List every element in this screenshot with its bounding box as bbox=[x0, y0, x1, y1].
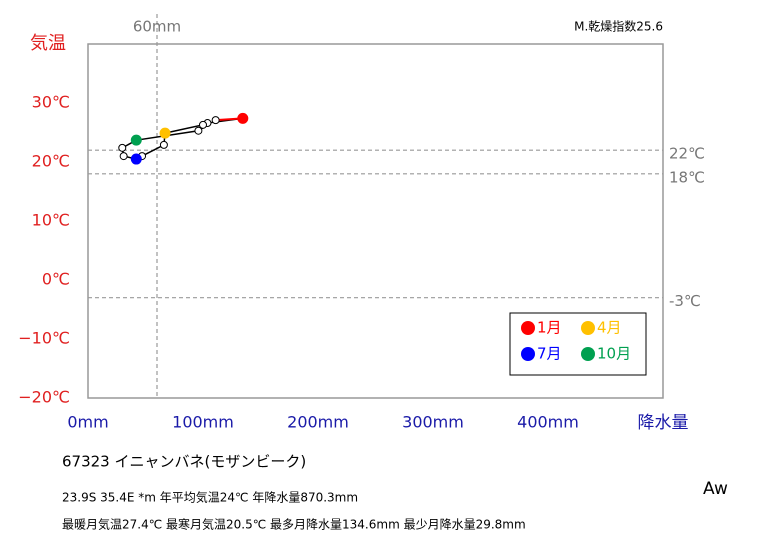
y-axis-title: 気温 bbox=[30, 33, 66, 54]
month-marker bbox=[237, 112, 249, 124]
month-point bbox=[211, 116, 220, 125]
month-point bbox=[194, 126, 203, 135]
legend-marker bbox=[521, 347, 535, 361]
y-tick-label: 20℃ bbox=[32, 152, 70, 171]
info-line: 最暖月気温27.4℃ 最寒月気温20.5℃ 最多月降水量134.6mm 最少月降… bbox=[62, 517, 526, 532]
plot-frame bbox=[87, 43, 664, 399]
legend-label: 1月 bbox=[537, 319, 562, 337]
month-marker bbox=[159, 127, 171, 139]
legend-label: 10月 bbox=[597, 345, 631, 363]
legend-label: 4月 bbox=[597, 319, 622, 337]
legend-label: 7月 bbox=[537, 345, 562, 363]
info-line: 23.9S 35.4E *m 年平均気温24℃ 年降水量870.3mm bbox=[62, 490, 358, 505]
y-tick-label: 0℃ bbox=[42, 270, 70, 289]
reference-label: 60mm bbox=[133, 18, 181, 36]
x-tick-label: 100mm bbox=[172, 413, 234, 432]
climate-class: Aw bbox=[703, 479, 728, 499]
legend-marker bbox=[581, 321, 595, 335]
reference-label: 18℃ bbox=[669, 168, 705, 186]
month-point bbox=[119, 152, 128, 161]
x-tick-label: 200mm bbox=[287, 413, 349, 432]
reference-label: 22℃ bbox=[669, 145, 705, 163]
month-point bbox=[199, 120, 207, 129]
dryness-index: M.乾燥指数25.6 bbox=[574, 19, 663, 34]
month-marker bbox=[130, 134, 142, 146]
station-title: 67323 イニャンバネ(モザンビーク) bbox=[62, 453, 306, 471]
reference-label: -3℃ bbox=[669, 292, 701, 310]
y-tick-label: −10℃ bbox=[18, 329, 70, 348]
y-tick-label: 10℃ bbox=[32, 211, 70, 230]
month-point bbox=[118, 143, 127, 152]
legend-marker bbox=[581, 347, 595, 361]
legend-marker bbox=[521, 321, 535, 335]
x-tick-label: 300mm bbox=[402, 413, 464, 432]
x-tick-label: 400mm bbox=[517, 413, 579, 432]
y-tick-label: 30℃ bbox=[32, 93, 70, 112]
month-marker bbox=[130, 153, 142, 165]
month-point bbox=[159, 140, 168, 149]
y-tick-label: −20℃ bbox=[18, 388, 70, 407]
x-tick-label: 0mm bbox=[67, 413, 108, 432]
x-axis-title: 降水量 bbox=[638, 413, 689, 433]
